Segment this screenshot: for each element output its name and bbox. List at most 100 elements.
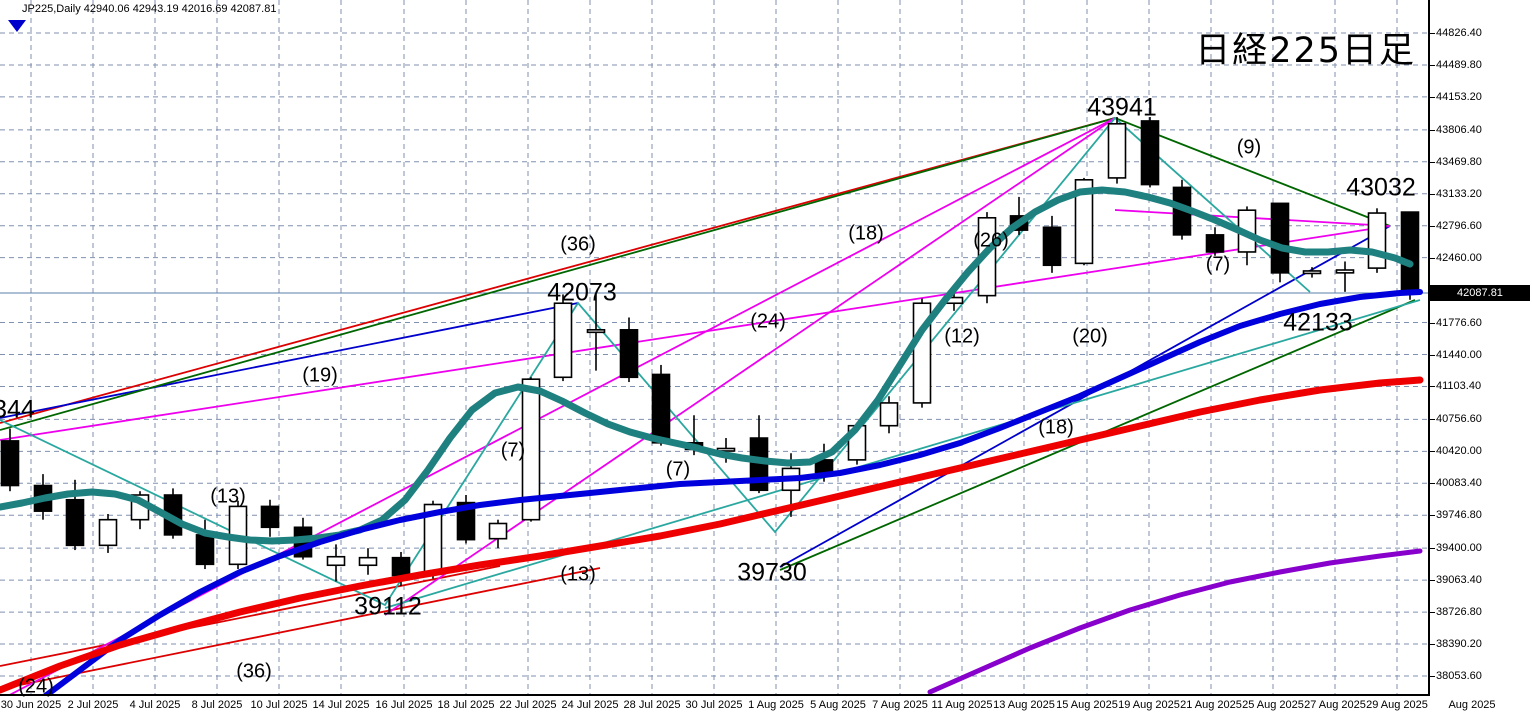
- candle-body[interactable]: [879, 402, 899, 427]
- candle-body[interactable]: [1140, 120, 1160, 186]
- x-axis-month-footer: Aug 2025: [1448, 699, 1496, 711]
- y-axis-tick-label: 43133.20: [1436, 187, 1482, 200]
- y-axis-tick-mark: [1430, 193, 1435, 195]
- y-axis-tick-label: 41776.60: [1436, 316, 1482, 329]
- y-axis-tick-mark: [1430, 322, 1435, 324]
- ma-teal-ma[interactable]: [0, 186, 1414, 545]
- trendline-green-down-right[interactable]: [1114, 117, 1391, 227]
- y-axis-tick-label: 40420.00: [1436, 445, 1482, 458]
- y-axis-tick-label: 38390.20: [1436, 638, 1482, 651]
- ma-blue-ma[interactable]: [0, 289, 1423, 695]
- y-axis-tick-mark: [1430, 419, 1435, 421]
- candle-body[interactable]: [521, 378, 541, 521]
- candle-body[interactable]: [0, 440, 20, 487]
- y-axis-tick-label: 40756.60: [1436, 413, 1482, 426]
- bar-count-annotation: (36): [236, 660, 272, 683]
- candle-body[interactable]: [98, 518, 118, 547]
- trendline-green-major[interactable]: [0, 117, 1116, 431]
- y-axis-tick-mark: [1430, 64, 1435, 66]
- candle-body[interactable]: [65, 498, 85, 547]
- y-axis-tick-mark: [1430, 515, 1435, 517]
- candle-body[interactable]: [488, 522, 508, 540]
- bar-count-annotation: (13): [560, 563, 596, 586]
- trendline-cyan-low-line[interactable]: [384, 299, 1421, 609]
- price-axis-line: [1428, 0, 1430, 695]
- bar-count-annotation: (19): [302, 364, 338, 387]
- x-axis-date-label: 30 Jun 2025: [0, 699, 62, 711]
- y-axis-tick-label: 43469.80: [1436, 155, 1482, 168]
- y-axis-tick-mark: [1430, 483, 1435, 485]
- x-axis-date-label: 18 Jul 2025: [437, 699, 495, 711]
- candlestick-layer: [0, 117, 1420, 587]
- candle-body[interactable]: [195, 534, 215, 566]
- chart-plot-area[interactable]: [0, 0, 1428, 695]
- candle-body[interactable]: [326, 555, 346, 567]
- candle-body[interactable]: [586, 329, 606, 334]
- x-axis-date-label: 24 Jul 2025: [561, 699, 619, 711]
- bar-count-annotation: (18): [848, 222, 884, 245]
- bar-count-annotation: (12): [944, 325, 980, 348]
- symbol-info-header: JP225,Daily 42940.06 42943.19 42016.69 4…: [22, 3, 277, 15]
- x-axis-date-label: 27 Aug 2025: [1304, 699, 1366, 711]
- candle-body[interactable]: [358, 556, 378, 567]
- x-axis-date-label: 2 Jul 2025: [67, 699, 119, 711]
- y-axis-tick-label: 41103.40: [1436, 380, 1482, 393]
- y-axis-tick-mark: [1430, 676, 1435, 677]
- x-axis-date-label: 14 Jul 2025: [312, 699, 370, 711]
- ma-red-ma[interactable]: [0, 376, 1424, 694]
- candle-body[interactable]: [1205, 234, 1225, 253]
- bar-count-annotation: (7): [500, 439, 526, 462]
- candle-body[interactable]: [553, 302, 573, 379]
- x-axis-date-label: 5 Aug 2025: [810, 699, 866, 711]
- x-axis-date-label: 25 Aug 2025: [1242, 699, 1304, 711]
- price-label: 39112: [354, 592, 422, 621]
- bar-count-annotation: (26): [973, 229, 1009, 252]
- y-axis-tick-mark: [1430, 33, 1435, 34]
- bar-count-annotation: (9): [1236, 136, 1262, 159]
- candle-body[interactable]: [1302, 270, 1322, 275]
- candle-body[interactable]: [1270, 202, 1290, 274]
- y-axis-tick-mark: [1430, 354, 1435, 356]
- bar-count-annotation: (20): [1072, 325, 1108, 348]
- bar-count-annotation: (18): [1038, 416, 1074, 439]
- trendline-red-lower-channel-2[interactable]: [0, 565, 501, 667]
- candle-body[interactable]: [716, 447, 736, 452]
- candle-body[interactable]: [260, 505, 280, 529]
- x-axis-date-label: 4 Jul 2025: [129, 699, 181, 711]
- y-axis-tick-label: 43806.40: [1436, 123, 1482, 136]
- trendline-red-upper-channel[interactable]: [0, 117, 1116, 424]
- candle-body[interactable]: [651, 373, 671, 444]
- candle-body[interactable]: [1074, 179, 1094, 265]
- candle-body[interactable]: [1042, 226, 1062, 267]
- trendline-magenta-shallow[interactable]: [0, 225, 1391, 441]
- price-axis: 44826.40 44489.80 44153.20 43806.40 43469.80…: [1428, 0, 1532, 695]
- x-axis-date-label: 10 Jul 2025: [250, 699, 308, 711]
- y-axis-tick-mark: [1430, 580, 1435, 582]
- candle-body[interactable]: [1335, 269, 1355, 274]
- candle-body[interactable]: [1400, 211, 1420, 294]
- ma-purple-ma[interactable]: [927, 548, 1423, 695]
- candle-body[interactable]: [1367, 212, 1387, 269]
- candle-body[interactable]: [619, 329, 639, 379]
- trendline-red-lower-channel[interactable]: [0, 567, 601, 690]
- chart-title: 日経225日足: [1195, 31, 1416, 71]
- x-axis-date-label: 11 Aug 2025: [931, 699, 993, 711]
- trendline-blue-support[interactable]: [0, 302, 579, 419]
- x-axis-date-label: 15 Aug 2025: [1056, 699, 1118, 711]
- x-axis-date-label: 1 Aug 2025: [748, 699, 804, 711]
- y-axis-tick-label: 39400.00: [1436, 542, 1482, 555]
- candle-body[interactable]: [456, 501, 476, 541]
- cursor-marker-icon: [8, 20, 26, 32]
- price-label: 344: [0, 395, 35, 424]
- grid-layer: [0, 0, 1428, 695]
- y-axis-tick-mark: [1430, 257, 1435, 259]
- y-axis-tick-mark: [1430, 548, 1435, 550]
- bar-count-annotation: (24): [18, 675, 54, 698]
- candle-body[interactable]: [391, 556, 411, 577]
- trendline-magenta-steep[interactable]: [384, 117, 1116, 616]
- bar-count-annotation: (13): [210, 485, 246, 508]
- price-label: 43941: [1087, 93, 1157, 122]
- y-axis-tick-label: 38726.80: [1436, 606, 1482, 619]
- y-axis-tick-mark: [1430, 161, 1435, 163]
- candle-body[interactable]: [1107, 122, 1127, 179]
